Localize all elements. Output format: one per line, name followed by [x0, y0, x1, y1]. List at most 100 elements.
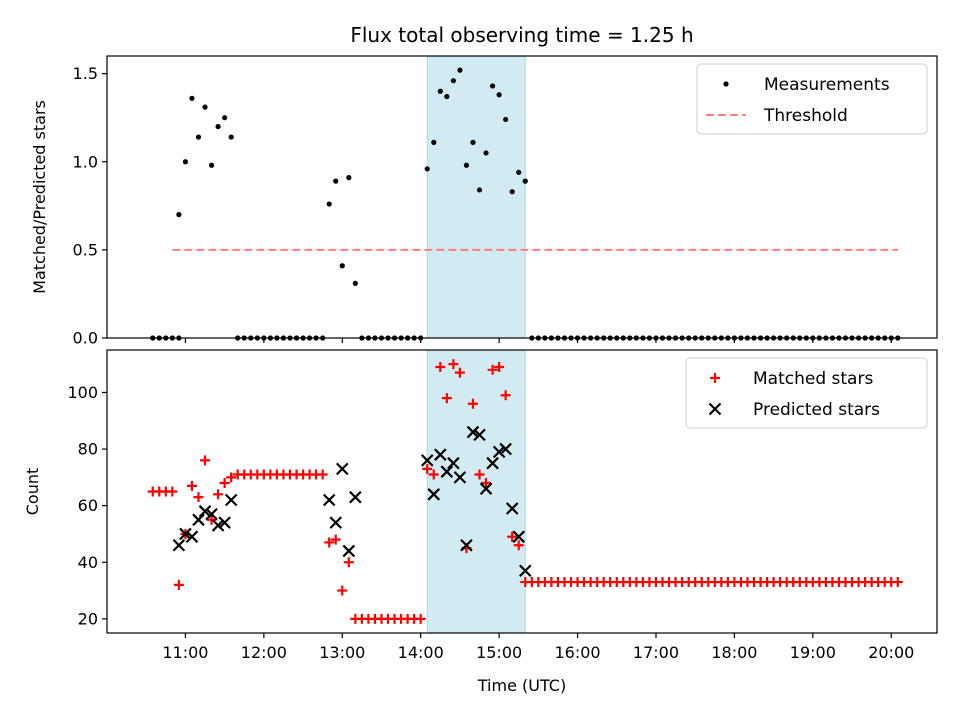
data-point [479, 482, 493, 495]
data-point [513, 540, 524, 551]
legend-label: Predicted stars [753, 400, 880, 420]
data-point [222, 115, 228, 121]
data-point [473, 428, 486, 442]
data-point [339, 263, 345, 269]
data-point [205, 507, 218, 521]
data-point [342, 544, 356, 558]
y-axis-label: Matched/Predicted stars [30, 100, 49, 294]
x-tick-label: 14:00 [398, 643, 444, 662]
data-point [326, 201, 332, 207]
data-point [447, 456, 460, 470]
data-point [466, 425, 480, 439]
data-point [454, 367, 465, 378]
x-tick-label: 20:00 [868, 643, 914, 662]
legend-x-icon [708, 402, 722, 416]
data-point [226, 472, 237, 483]
data-point [172, 538, 186, 552]
y-tick-label: 0.0 [73, 329, 98, 348]
top-panel: 0.0 0.5 1.0 1.5 Matched/Predicted stars Flux … [30, 23, 938, 348]
legend-dot-icon [723, 81, 729, 87]
y-tick-label: 1.5 [73, 64, 98, 83]
data-point [463, 162, 470, 168]
data-point [431, 139, 437, 145]
bottom-panel: 20 40 60 80 100 11:00 12:00 13:00 14:00 15:00 16:0… [23, 349, 938, 695]
data-point [208, 162, 215, 168]
data-point [349, 490, 362, 504]
axes-frame [106, 55, 938, 339]
y-tick-label: 40 [78, 553, 98, 572]
x-tick-label: 11:00 [162, 643, 208, 662]
x-tick-label: 17:00 [633, 643, 679, 662]
data-point [167, 486, 178, 497]
data-point [337, 585, 348, 596]
x-tick-label: 18:00 [711, 643, 757, 662]
data-point [470, 139, 476, 145]
data-point [189, 95, 195, 101]
data-point [489, 83, 496, 89]
x-tick-label: 13:00 [319, 643, 365, 662]
data-point [415, 613, 426, 624]
legend-label: Threshold [763, 106, 848, 126]
data-point [460, 538, 473, 552]
data-point [173, 579, 184, 590]
data-point [441, 393, 452, 404]
data-point [330, 534, 341, 545]
highlight-span [426, 55, 526, 339]
series-predicted-stars [172, 425, 532, 578]
legend: Matched stars Predicted stars [685, 357, 928, 429]
data-point [494, 361, 505, 372]
data-point [427, 488, 441, 501]
data-point [507, 531, 518, 542]
data-point [218, 516, 231, 529]
legend-box [696, 63, 928, 135]
data-point [499, 442, 512, 456]
data-point [211, 519, 225, 532]
data-point [522, 178, 528, 184]
data-point [176, 212, 182, 218]
data-point [192, 513, 205, 527]
axes-frame [106, 349, 938, 634]
data-point [193, 492, 204, 503]
data-point [483, 150, 489, 156]
y-tick-label: 1.0 [73, 152, 98, 171]
legend-label: Matched stars [753, 369, 873, 389]
x-axis-label: Time (UTC) [477, 676, 566, 695]
data-point [317, 469, 328, 480]
data-point [467, 398, 478, 409]
data-point [219, 478, 230, 489]
data-point [500, 390, 511, 401]
y-tick-label: 20 [78, 609, 98, 628]
data-point [476, 187, 483, 193]
x-tick-label: 19:00 [790, 643, 836, 662]
y-tick-label: 0.5 [73, 240, 98, 259]
data-point [224, 493, 238, 507]
x-tick-label: 16:00 [554, 643, 600, 662]
data-point [324, 537, 335, 548]
data-point [892, 577, 903, 588]
x-tick-label: 12:00 [241, 643, 287, 662]
data-point [198, 505, 212, 518]
data-point [481, 478, 492, 489]
data-point [352, 280, 358, 286]
legend-label: Measurements [764, 75, 890, 95]
data-point [202, 104, 208, 110]
legend-box [685, 357, 928, 429]
y-axis-label: Count [23, 468, 42, 516]
data-point [444, 93, 450, 100]
data-point [186, 480, 197, 491]
data-point [440, 465, 454, 478]
data-point [206, 514, 217, 525]
data-point [228, 134, 234, 140]
data-point [453, 471, 467, 484]
data-point [486, 456, 499, 470]
data-point [333, 178, 339, 184]
data-point [346, 175, 352, 181]
data-point [428, 469, 439, 480]
data-point [512, 530, 526, 544]
data-point [200, 455, 211, 466]
data-point [437, 88, 443, 94]
data-point [518, 564, 532, 578]
data-point [435, 361, 446, 372]
data-point [322, 493, 336, 507]
